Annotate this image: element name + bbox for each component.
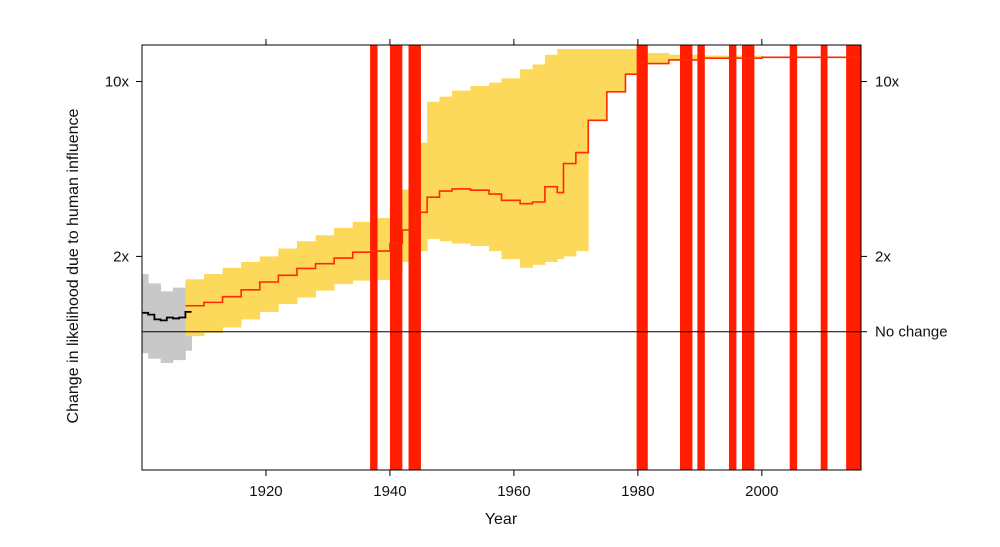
plot-frame xyxy=(141,44,862,471)
pre-period-line xyxy=(142,311,192,322)
uncertainty-band-segment xyxy=(520,69,533,268)
uncertainty-band-segment xyxy=(222,267,242,328)
y-tick-label-left: 10x xyxy=(105,74,130,91)
pre-period-band-segment xyxy=(160,291,168,363)
axes: 1920 1940 1960 1980 2000 10x 10x 2x 2x No change xyxy=(105,39,948,500)
uncertainty-band-segment xyxy=(259,256,279,312)
uncertainty-band-segment xyxy=(625,48,639,75)
uncertainty-band-segment xyxy=(544,54,558,262)
uncertainty-band-segment xyxy=(501,78,521,260)
best-estimate-line xyxy=(185,56,861,307)
x-tick-label: 1920 xyxy=(249,483,282,500)
uncertainty-band-segment xyxy=(637,53,670,64)
pre-period-band-segment xyxy=(154,283,161,359)
record-year-bar xyxy=(680,45,693,470)
x-tick-label: 1960 xyxy=(497,483,530,500)
record-year-bar xyxy=(636,45,648,470)
uncertainty-band-segment xyxy=(575,48,589,252)
y-tick-label-right: 2x xyxy=(875,248,891,265)
pre-period-band-segment xyxy=(179,287,186,361)
uncertainty-band-segment xyxy=(352,221,372,281)
record-year-bars xyxy=(370,45,861,470)
uncertainty-band-segment xyxy=(470,85,490,247)
best-estimate-lines xyxy=(142,56,861,322)
y-tick-label-right: No change xyxy=(875,324,948,341)
uncertainty-band-segment xyxy=(606,48,626,92)
pre-period-band-segment xyxy=(166,291,174,363)
uncertainty-band-segment xyxy=(588,48,608,121)
uncertainty-band-segment xyxy=(489,82,502,252)
y-tick-label-right: 10x xyxy=(875,74,900,91)
record-year-bar xyxy=(741,45,755,470)
y-tick-label-left: 2x xyxy=(113,248,129,265)
uncertainty-band-segment xyxy=(185,279,205,337)
x-tick-label: 1980 xyxy=(621,483,654,500)
record-year-bar xyxy=(408,45,421,470)
uncertainty-band-segment xyxy=(334,227,354,285)
record-year-bar xyxy=(846,45,861,470)
uncertainty-band-segment xyxy=(427,101,440,239)
record-year-bar xyxy=(789,45,798,470)
record-year-bar xyxy=(389,45,403,470)
pre-period-band-segment xyxy=(148,283,155,359)
uncertainty-band-segment xyxy=(532,64,546,265)
uncertainty-band-segment xyxy=(563,48,577,257)
uncertainty-band-segment xyxy=(296,241,316,298)
uncertainty-band-segment xyxy=(439,96,453,242)
uncertainty-band-segment xyxy=(451,90,471,244)
y-axis-title: Change in likelihood due to human influe… xyxy=(65,108,82,423)
uncertainty-band-segment xyxy=(278,248,298,305)
uncertainty-band-segment xyxy=(203,274,223,333)
record-year-bar xyxy=(370,45,378,470)
uncertainty-band-segment xyxy=(241,261,261,320)
uncertainty-band-segment xyxy=(557,48,564,260)
x-tick-label: 1940 xyxy=(373,483,406,500)
record-year-bar xyxy=(697,45,705,470)
record-year-bar xyxy=(728,45,737,470)
x-axis-title: Year xyxy=(485,511,518,528)
x-tick-label: 2000 xyxy=(745,483,778,500)
pre-period-band-segment xyxy=(172,287,180,361)
record-year-bar xyxy=(820,45,828,470)
